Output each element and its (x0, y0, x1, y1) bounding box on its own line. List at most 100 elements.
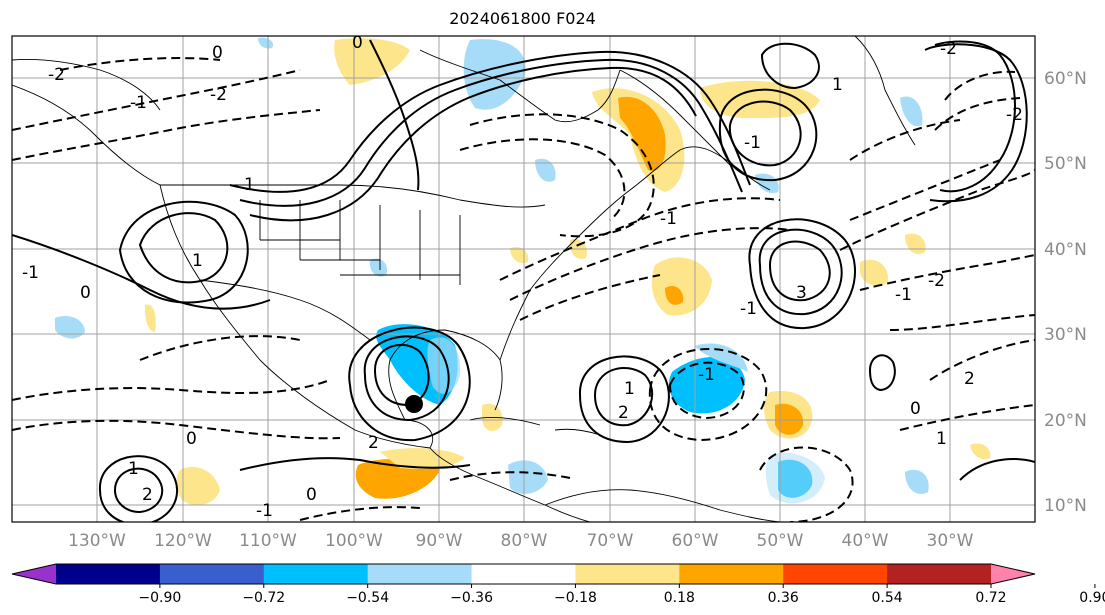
shading-patch (334, 38, 410, 85)
contour-atl-high2 (758, 228, 843, 316)
lon-tick-label: 80°W (501, 531, 548, 551)
lat-tick-label: 20°N (1044, 411, 1087, 431)
lon-tick-label: 40°W (842, 531, 889, 551)
contour-label: -1 (895, 285, 912, 305)
contour-sw-high (113, 467, 164, 514)
colorbar-tick-label: −0.54 (346, 590, 389, 606)
lon-tick-label: 120°W (154, 531, 212, 551)
lon-tick-label: 50°W (757, 531, 804, 551)
contour-dashed (449, 471, 571, 481)
contour-dashed (12, 69, 301, 131)
contour-dashed (934, 97, 1021, 131)
contour-loop-w2 (118, 200, 249, 304)
coastline-atlantic (499, 149, 681, 361)
shading-patch (668, 357, 745, 414)
contour-se-band (959, 458, 1035, 481)
colorbar: −0.90 −0.72 −0.54 −0.36 −0.18 0.18 0.36 0.54 0.7… (11, 563, 1105, 606)
contour-dashed (139, 335, 301, 361)
contour-atl-high (768, 240, 831, 302)
lon-tick-label: 130°W (68, 531, 126, 551)
contour-label: 2 (368, 433, 379, 453)
lon-tick-labels: 130°W 120°W 110°W 100°W 90°W 80°W 70°W 6… (68, 531, 974, 551)
contour-dashed (299, 506, 421, 521)
shading-patch (665, 285, 684, 305)
contour-label: -2 (940, 39, 957, 59)
contour-dashed (759, 446, 854, 522)
lon-tick-label: 30°W (927, 531, 974, 551)
lon-tick-label: 60°W (672, 531, 719, 551)
coastline-greenland (854, 36, 916, 146)
lat-tick-label: 50°N (1044, 154, 1087, 174)
contour-label: 2 (142, 485, 153, 505)
dashed-contours (12, 57, 1035, 522)
colorbar-extend-max (991, 564, 1035, 584)
shading-patch (860, 259, 889, 286)
shading-patch (369, 258, 388, 277)
contour-ne-loop2 (718, 88, 818, 182)
contour-dashed (499, 197, 781, 281)
shading-patch (700, 80, 820, 119)
shading-patch (775, 403, 804, 435)
colorbar-segment (263, 564, 369, 584)
contour-dashed (459, 138, 626, 221)
contour-loop-w (138, 212, 229, 284)
lon-tick-label: 70°W (587, 531, 634, 551)
lat-tick-label: 40°N (1044, 240, 1087, 260)
contour-gulf-low (373, 343, 430, 407)
contour-dashed (849, 119, 961, 161)
contour-dashed (519, 274, 661, 321)
storm-center-marker (405, 395, 423, 413)
coastline-cuba (469, 417, 541, 426)
contour-label: 0 (306, 485, 317, 505)
contour-label: 0 (910, 399, 921, 419)
contour-gulf-low3 (348, 326, 471, 442)
shading-patch (970, 443, 991, 460)
solid-contours (12, 39, 1035, 522)
shading-patch (144, 304, 156, 332)
colorbar-tick-label: −0.18 (554, 590, 597, 606)
graticule (12, 36, 1035, 522)
shading-patch (905, 469, 929, 494)
contour-dashed (59, 57, 221, 71)
shading-patch (651, 257, 712, 316)
contour-dashed (839, 169, 1035, 251)
coastline-central-america (429, 447, 591, 522)
contour-label: 1 (192, 251, 203, 271)
map-title: 2024061800 F024 (449, 9, 596, 28)
contour-dashed (668, 361, 745, 420)
contour-jet-2 (239, 58, 743, 207)
contour-label: -1 (130, 93, 147, 113)
contour-label: 2 (964, 369, 975, 389)
border-states (259, 200, 461, 285)
contour-nw-band (12, 234, 271, 310)
contour-far-east2 (924, 43, 1028, 203)
contour-east-ring (868, 354, 896, 392)
lat-tick-label: 30°N (1044, 325, 1087, 345)
border-us-mexico (199, 279, 371, 341)
lat-tick-label: 60°N (1044, 69, 1087, 89)
border-us-canada (159, 184, 546, 208)
coastline-alaska (12, 59, 161, 111)
lat-tick-label: 10°N (1044, 496, 1087, 516)
shading-patch (380, 448, 465, 469)
contour-label: -2 (928, 271, 945, 291)
coastline-canada (679, 146, 771, 191)
contour-label: -1 (256, 501, 273, 521)
contour-dashed (648, 348, 768, 442)
contour-label: 1 (624, 379, 635, 399)
contour-dashed (899, 404, 1035, 431)
contour-dashed (12, 419, 341, 440)
colorbar-tick-label: −0.72 (242, 590, 285, 606)
contour-jet-4 (369, 39, 420, 191)
contour-label: -1 (740, 299, 757, 319)
contour-label: -2 (48, 65, 65, 85)
contour-dashed (889, 314, 1035, 331)
colorbar-tick-label: 0.72 (975, 590, 1006, 606)
contour-label: 1 (244, 175, 255, 195)
colorbar-tick-label: 0.36 (768, 590, 799, 606)
colorbar-segment (575, 564, 680, 584)
shading-patch (463, 39, 526, 110)
contour-label: 3 (796, 283, 807, 303)
contour-label: 2 (618, 403, 629, 423)
